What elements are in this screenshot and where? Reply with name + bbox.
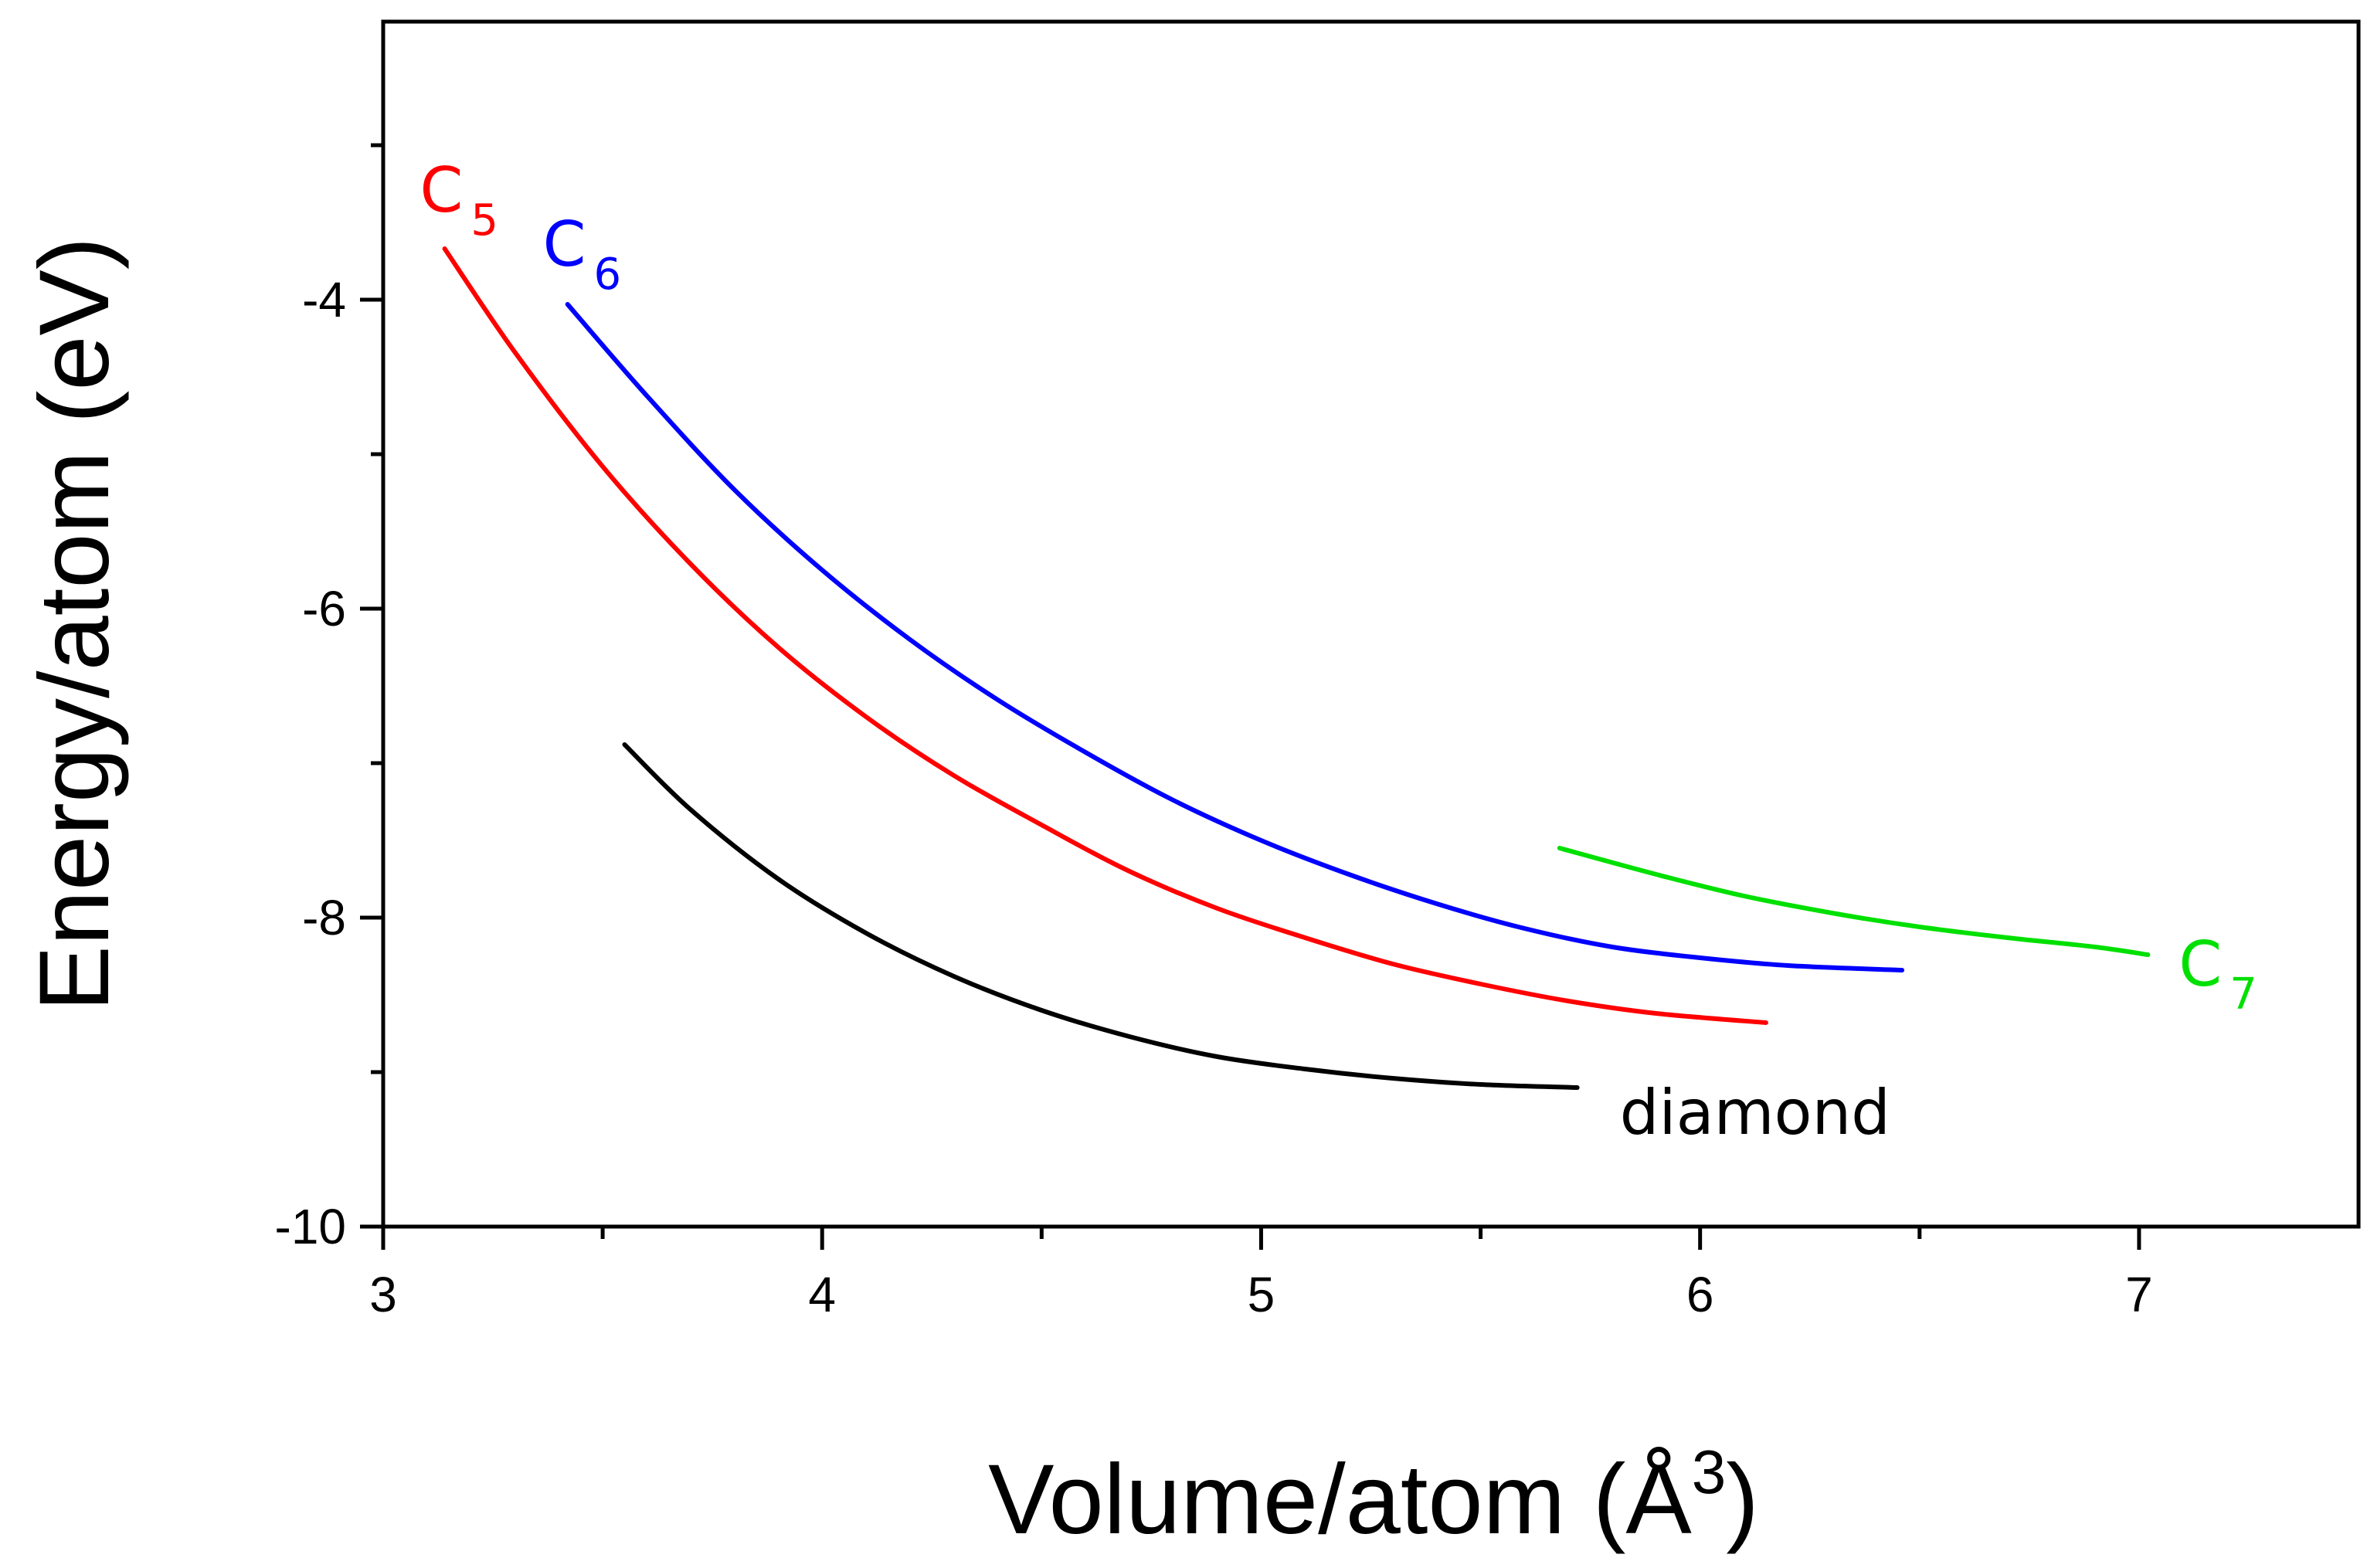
plot-frame: [381, 19, 2361, 1229]
series-label-sub: 5: [470, 195, 498, 246]
series-label-main: C: [2179, 928, 2222, 1000]
x-axis-ticks: 3 4 5 6 7: [369, 1227, 2153, 1322]
y-axis-ticks: -10 -8 -6 -4: [275, 143, 383, 1254]
series-line-c7: [1557, 846, 2151, 957]
series-label-main: C: [420, 154, 464, 226]
x-tick-label: 4: [808, 1267, 836, 1322]
series-lines: [442, 246, 2151, 1090]
series-label-diamond: diamond: [1620, 1077, 1890, 1149]
y-tick-label: -4: [302, 272, 346, 328]
x-tick-label: 6: [1686, 1267, 1714, 1322]
x-tick-label: 3: [369, 1267, 397, 1322]
x-tick-label: 5: [1248, 1267, 1275, 1322]
y-tick-label: -8: [302, 890, 346, 945]
series-line-c5: [442, 246, 1768, 1025]
series-line-diamond: [622, 742, 1580, 1090]
y-axis-title: Energy/atom (eV): [19, 236, 130, 1011]
series-label-main: C: [543, 209, 586, 280]
series-line-c6: [565, 302, 1904, 972]
x-tick-label: 7: [2125, 1267, 2153, 1322]
y-tick-label: -10: [275, 1199, 347, 1254]
series-label-sub: 6: [594, 249, 622, 300]
series-label-sub: 7: [2230, 969, 2257, 1020]
y-tick-label: -6: [302, 581, 346, 636]
x-axis-title: Volume/atom (Å3): [988, 1437, 1759, 1555]
series-label-main: diamond: [1620, 1077, 1890, 1149]
